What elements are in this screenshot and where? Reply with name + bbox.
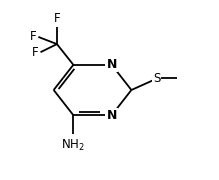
Text: F: F: [30, 30, 36, 43]
Text: F: F: [32, 46, 38, 59]
Text: F: F: [54, 12, 60, 25]
Text: NH$_2$: NH$_2$: [62, 138, 85, 153]
Text: N: N: [106, 58, 117, 71]
Text: N: N: [106, 109, 117, 122]
Text: S: S: [153, 72, 160, 85]
